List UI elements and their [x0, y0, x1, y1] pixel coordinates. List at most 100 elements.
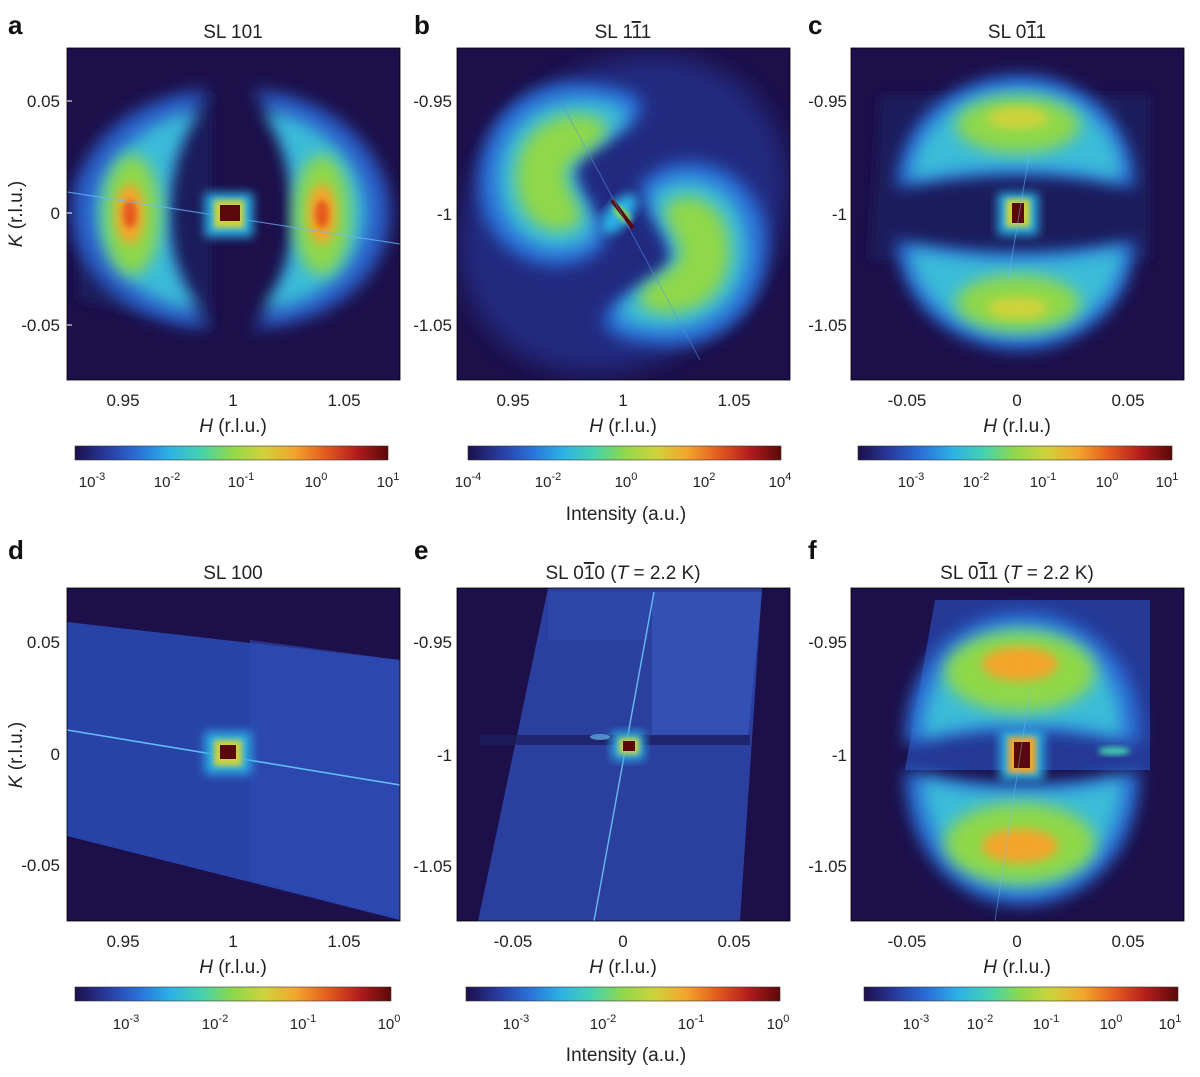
colorbar-tick-label: 10-2 — [202, 1013, 228, 1033]
y-tick-label: -0.05 — [21, 316, 60, 335]
y-tick-label: -1.05 — [808, 857, 847, 876]
y-tick-label: -0.05 — [21, 856, 60, 875]
colorbar-tick-label: 10-2 — [590, 1013, 616, 1033]
y-ticks: 0.05 0 -0.05 — [21, 633, 60, 875]
y-tick-label: -1 — [832, 746, 847, 765]
y-ticks: 0.05 0 -0.05 — [21, 92, 72, 335]
y-ticks: -0.95 -1 -1.05 — [808, 92, 847, 335]
panel-label: c — [808, 10, 822, 40]
colorbar-tick-label: 10-1 — [678, 1013, 704, 1033]
x-ticks: 0.95 1 1.05 — [106, 932, 360, 951]
x-tick-label: 1.05 — [717, 391, 750, 410]
colorbar-tick-label: 101 — [1156, 471, 1179, 491]
colorbar-tick-label: 10-3 — [79, 471, 105, 491]
y-axis-label: K (r.l.u.) — [6, 722, 27, 789]
x-ticks: -0.05 0 0.05 — [888, 932, 1145, 951]
x-tick-label: -0.05 — [888, 932, 927, 951]
colorbar — [74, 986, 392, 1002]
x-tick-label: 0.95 — [106, 391, 139, 410]
x-tick-label: 1.05 — [327, 391, 360, 410]
heatmap — [67, 588, 400, 921]
x-tick-label: 0 — [618, 932, 627, 951]
colorbar — [465, 986, 781, 1002]
x-tick-label: 0.05 — [1111, 391, 1144, 410]
x-ticks: -0.05 0 0.05 — [888, 391, 1145, 410]
panel-c: c SL 011 -0.95 -1 -1.05 -0.05 0 — [808, 10, 1185, 491]
panel-title: SL 100 — [203, 563, 263, 584]
x-tick-label: 0 — [1012, 932, 1021, 951]
x-tick-label: -0.05 — [888, 391, 927, 410]
x-axis-label: H (r.l.u.) — [199, 416, 267, 437]
x-tick-label: 0.95 — [106, 932, 139, 951]
panel-label: f — [808, 535, 817, 565]
y-tick-label: -1.05 — [413, 316, 452, 335]
y-tick-label: -1 — [437, 205, 452, 224]
colorbar-label: Intensity (a.u.) — [566, 504, 686, 525]
y-tick-label: -1 — [832, 205, 847, 224]
colorbar-tick-label: 10-2 — [535, 471, 561, 491]
colorbar-tick-label: 10-3 — [113, 1013, 139, 1033]
colorbar-tick-label: 100 — [1100, 1013, 1123, 1033]
colorbar — [863, 986, 1179, 1002]
colorbar-tick-label: 100 — [767, 1013, 790, 1033]
x-axis-label: H (r.l.u.) — [983, 957, 1051, 978]
colorbar — [74, 445, 389, 461]
x-axis-label: H (r.l.u.) — [589, 416, 657, 437]
heatmap — [67, 48, 400, 380]
colorbar-label: Intensity (a.u.) — [566, 1045, 686, 1066]
colorbar-ticks: 10-3 10-2 10-1 100 101 — [898, 471, 1179, 491]
colorbar-tick-label: 10-1 — [1030, 471, 1056, 491]
x-tick-label: 1.05 — [327, 932, 360, 951]
y-tick-label: 0.05 — [27, 92, 60, 111]
colorbar-tick-label: 10-2 — [963, 471, 989, 491]
colorbar — [857, 445, 1173, 461]
y-tick-label: -0.95 — [808, 92, 847, 111]
y-axis-label: K (r.l.u.) — [6, 181, 27, 248]
heatmap — [457, 48, 790, 380]
x-ticks: 0.95 1 1.05 — [106, 391, 360, 410]
colorbar-tick-label: 100 — [1096, 471, 1119, 491]
panel-label: a — [8, 10, 23, 40]
x-tick-label: -0.05 — [494, 932, 533, 951]
panel-title: SL 111 — [595, 22, 652, 43]
colorbar — [467, 445, 782, 461]
panel-title: SL 101 — [203, 22, 263, 43]
x-tick-label: 1 — [618, 391, 627, 410]
y-ticks: -0.95 -1 -1.05 — [413, 92, 452, 335]
y-tick-label: -0.95 — [413, 633, 452, 652]
x-tick-label: 0.05 — [717, 932, 750, 951]
heatmap — [457, 588, 790, 921]
panel-label: e — [414, 535, 428, 565]
colorbar-tick-label: 10-2 — [967, 1013, 993, 1033]
x-tick-label: 0.05 — [1111, 932, 1144, 951]
panel-title: SL 010 (T = 2.2 K) — [545, 563, 700, 584]
y-tick-label: -0.95 — [413, 92, 452, 111]
panel-b: b SL 111 -0.95 -1 -1.05 0.95 1 1.05 H — [413, 10, 792, 525]
colorbar-ticks: 10-4 10-2 100 102 104 — [455, 471, 792, 491]
y-tick-label: 0 — [51, 745, 60, 764]
panel-title: SL 011 — [988, 22, 1046, 43]
x-tick-label: 0 — [1012, 391, 1021, 410]
y-tick-label: -1.05 — [413, 857, 452, 876]
y-tick-label: -1 — [437, 746, 452, 765]
colorbar-ticks: 10-3 10-2 10-1 100 101 — [79, 471, 400, 491]
colorbar-tick-label: 104 — [769, 471, 792, 491]
colorbar-tick-label: 10-2 — [154, 471, 180, 491]
colorbar-tick-label: 101 — [377, 471, 400, 491]
x-axis-label: H (r.l.u.) — [589, 957, 657, 978]
x-tick-label: 1 — [228, 932, 237, 951]
x-axis-label: H (r.l.u.) — [199, 957, 267, 978]
colorbar-tick-label: 10-1 — [228, 471, 254, 491]
colorbar-tick-label: 10-3 — [903, 1013, 929, 1033]
colorbar-ticks: 10-3 10-2 10-1 100 101 — [903, 1013, 1182, 1033]
colorbar-tick-label: 102 — [693, 471, 716, 491]
x-tick-label: 1 — [228, 391, 237, 410]
y-ticks: -0.95 -1 -1.05 — [413, 633, 452, 876]
colorbar-tick-label: 10-1 — [290, 1013, 316, 1033]
colorbar-tick-label: 100 — [615, 471, 638, 491]
y-tick-label: -0.95 — [808, 633, 847, 652]
panel-title: SL 011 (T = 2.2 K) — [940, 563, 1094, 584]
colorbar-tick-label: 10-3 — [898, 471, 924, 491]
panel-label: b — [414, 10, 430, 40]
